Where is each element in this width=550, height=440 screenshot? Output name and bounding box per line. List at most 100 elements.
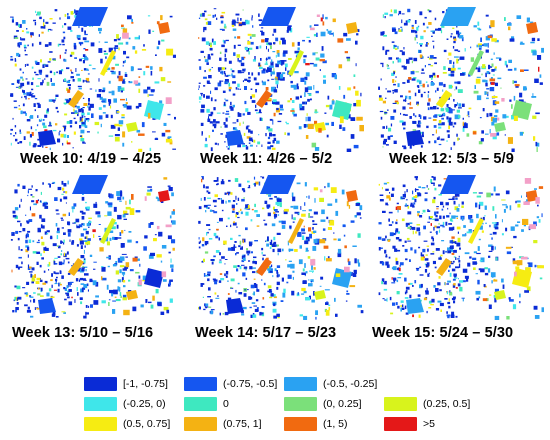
map-parcel — [411, 226, 416, 230]
map-parcel — [449, 290, 451, 293]
map-parcel — [38, 69, 43, 73]
map-parcel — [201, 178, 203, 183]
map-parcel — [228, 89, 231, 92]
map-parcel — [150, 70, 153, 76]
map-parcel — [462, 121, 464, 126]
map-parcel — [495, 214, 497, 219]
map-parcel — [52, 181, 56, 184]
map-parcel — [461, 297, 465, 299]
map-parcel — [33, 203, 37, 206]
map-parcel — [337, 238, 341, 241]
map-pier — [468, 50, 484, 76]
map-parcel — [523, 86, 527, 91]
map-parcel — [74, 112, 79, 114]
map-parcel — [154, 81, 160, 84]
map-parcel — [522, 218, 529, 225]
map-parcel — [438, 143, 442, 146]
map-parcel — [409, 222, 413, 224]
map-parcel — [145, 65, 150, 68]
map-parcel — [276, 198, 282, 202]
map-parcel — [30, 115, 34, 119]
map-parcel — [485, 36, 490, 41]
map-parcel — [100, 123, 102, 128]
map-parcel — [221, 44, 225, 48]
map-parcel — [34, 274, 36, 278]
map-parcel — [75, 12, 79, 16]
map-parcel — [163, 122, 167, 126]
map-parcel — [31, 43, 34, 47]
map-parcel — [18, 108, 21, 110]
map-parcel — [356, 33, 359, 36]
map-parcel — [83, 249, 85, 254]
map-parcel — [337, 38, 344, 43]
map-parcel — [494, 67, 497, 71]
map-parcel — [449, 117, 451, 120]
map-parcel — [108, 99, 110, 102]
map-parcel — [447, 215, 449, 218]
map-parcel — [33, 103, 36, 107]
map-parcel — [491, 96, 498, 98]
map-parcel — [424, 263, 426, 266]
map-parcel — [324, 186, 326, 189]
map-parcel — [66, 67, 70, 70]
map-parcel — [66, 285, 69, 289]
map-parcel — [34, 71, 37, 74]
map-parcel — [478, 296, 481, 299]
map-parcel — [411, 26, 414, 30]
map-parcel — [208, 238, 213, 240]
map-parcel — [107, 202, 113, 206]
map-parcel — [19, 68, 22, 71]
map-parcel — [237, 70, 242, 74]
map-parcel — [203, 273, 206, 277]
map-parcel — [436, 208, 439, 210]
map-parcel — [198, 96, 202, 100]
map-parcel — [131, 21, 134, 24]
map-parcel — [462, 298, 464, 302]
map-parcel — [18, 105, 20, 107]
map-parcel — [389, 192, 391, 194]
map-parcel — [237, 112, 240, 115]
map-parcel — [407, 103, 410, 105]
map-parcel — [308, 40, 311, 43]
map-parcel — [385, 255, 388, 258]
map-parcel — [268, 42, 272, 45]
map-parcel — [430, 30, 435, 32]
map-parcel — [291, 290, 295, 296]
map-parcel — [391, 41, 395, 43]
map-parcel — [203, 28, 205, 33]
map-parcel — [208, 114, 213, 117]
map-parcel — [255, 89, 257, 93]
map-parcel — [172, 247, 175, 251]
map-parcel — [117, 86, 122, 90]
map-parcel — [442, 226, 445, 228]
map-parcel — [335, 198, 338, 203]
map-parcel — [476, 213, 479, 219]
map-parcel — [275, 54, 277, 58]
map-parcel — [66, 87, 69, 91]
map-parcel — [384, 112, 388, 114]
map-parcel — [201, 261, 204, 263]
map-parcel — [457, 137, 459, 141]
map-parcel — [51, 82, 55, 86]
map-parcel — [124, 72, 127, 74]
map-parcel — [398, 10, 402, 15]
map-parcel — [21, 96, 23, 99]
map-parcel — [304, 263, 306, 268]
map-parcel — [292, 196, 296, 202]
map-parcel — [125, 200, 127, 205]
map-parcel — [476, 252, 481, 255]
map-parcel — [534, 188, 537, 190]
map-parcel — [143, 246, 147, 251]
map-parcel — [53, 72, 56, 76]
map-parcel — [49, 58, 52, 61]
map-parcel — [126, 56, 130, 59]
map-parcel — [42, 202, 46, 206]
map-parcel — [112, 300, 116, 302]
map-parcel — [62, 43, 65, 46]
map-parcel — [27, 267, 31, 270]
map-parcel — [381, 281, 383, 285]
map-parcel — [64, 52, 67, 54]
map-parcel — [523, 224, 526, 227]
map-parcel — [68, 301, 73, 306]
map-parcel — [267, 212, 271, 217]
